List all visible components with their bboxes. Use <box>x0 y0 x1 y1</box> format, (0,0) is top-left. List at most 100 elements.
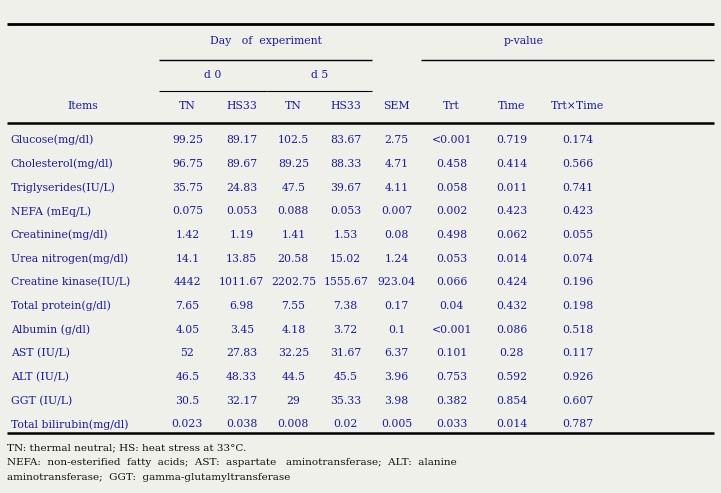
Text: 32.25: 32.25 <box>278 348 309 358</box>
Text: NEFA (mEq/L): NEFA (mEq/L) <box>11 206 91 216</box>
Text: 3.98: 3.98 <box>384 395 409 406</box>
Text: 923.04: 923.04 <box>378 277 415 287</box>
Text: Triglyserides(IU/L): Triglyserides(IU/L) <box>11 182 115 193</box>
Text: 0.038: 0.038 <box>226 419 257 429</box>
Text: 7.55: 7.55 <box>281 301 306 311</box>
Text: 32.17: 32.17 <box>226 395 257 406</box>
Text: NEFA:  non-esterified  fatty  acids;  AST:  aspartate   aminotransferase;  ALT: : NEFA: non-esterified fatty acids; AST: a… <box>7 458 457 467</box>
Text: 52: 52 <box>180 348 195 358</box>
Text: Day   of  experiment: Day of experiment <box>210 36 322 46</box>
Text: Albumin (g/dl): Albumin (g/dl) <box>11 324 90 335</box>
Text: HS33: HS33 <box>330 102 361 111</box>
Text: 0.566: 0.566 <box>562 159 593 169</box>
Text: 13.85: 13.85 <box>226 253 257 264</box>
Text: 0.014: 0.014 <box>496 419 527 429</box>
Text: Total bilirubin(mg/dl): Total bilirubin(mg/dl) <box>11 419 128 429</box>
Text: 0.011: 0.011 <box>496 182 527 193</box>
Text: Creatinine(mg/dl): Creatinine(mg/dl) <box>11 230 108 240</box>
Text: Urea nitrogen(mg/dl): Urea nitrogen(mg/dl) <box>11 253 128 264</box>
Text: 1.42: 1.42 <box>175 230 200 240</box>
Text: 0.053: 0.053 <box>436 253 467 264</box>
Text: 0.1: 0.1 <box>388 324 405 335</box>
Text: 0.04: 0.04 <box>440 301 464 311</box>
Text: Items: Items <box>68 102 98 111</box>
Text: 3.96: 3.96 <box>384 372 409 382</box>
Text: 3.72: 3.72 <box>334 324 358 335</box>
Text: GGT (IU/L): GGT (IU/L) <box>11 395 72 406</box>
Text: 15.02: 15.02 <box>330 253 361 264</box>
Text: 96.75: 96.75 <box>172 159 203 169</box>
Text: 0.008: 0.008 <box>278 419 309 429</box>
Text: 45.5: 45.5 <box>334 372 358 382</box>
Text: 0.719: 0.719 <box>496 135 527 145</box>
Text: 0.607: 0.607 <box>562 395 593 406</box>
Text: 1011.67: 1011.67 <box>219 277 265 287</box>
Text: 0.033: 0.033 <box>436 419 467 429</box>
Text: 0.196: 0.196 <box>562 277 593 287</box>
Text: 0.002: 0.002 <box>436 206 467 216</box>
Text: 0.458: 0.458 <box>436 159 467 169</box>
Text: ALT (IU/L): ALT (IU/L) <box>11 372 68 382</box>
Text: 2.75: 2.75 <box>384 135 409 145</box>
Text: 47.5: 47.5 <box>281 182 306 193</box>
Text: 0.926: 0.926 <box>562 372 593 382</box>
Text: 0.414: 0.414 <box>496 159 527 169</box>
Text: 0.432: 0.432 <box>496 301 527 311</box>
Text: <0.001: <0.001 <box>431 324 472 335</box>
Text: 35.75: 35.75 <box>172 182 203 193</box>
Text: 0.075: 0.075 <box>172 206 203 216</box>
Text: 14.1: 14.1 <box>175 253 200 264</box>
Text: 1.41: 1.41 <box>281 230 306 240</box>
Text: 88.33: 88.33 <box>330 159 361 169</box>
Text: 4442: 4442 <box>174 277 201 287</box>
Text: SEM: SEM <box>384 102 410 111</box>
Text: 0.088: 0.088 <box>278 206 309 216</box>
Text: 0.023: 0.023 <box>172 419 203 429</box>
Text: 0.174: 0.174 <box>562 135 593 145</box>
Text: 1.24: 1.24 <box>384 253 409 264</box>
Text: 0.423: 0.423 <box>562 206 593 216</box>
Text: 0.518: 0.518 <box>562 324 593 335</box>
Text: 0.055: 0.055 <box>562 230 593 240</box>
Text: 24.83: 24.83 <box>226 182 257 193</box>
Text: 3.45: 3.45 <box>230 324 254 335</box>
Text: 29: 29 <box>286 395 301 406</box>
Text: 4.11: 4.11 <box>384 182 409 193</box>
Text: AST (IU/L): AST (IU/L) <box>11 348 70 358</box>
Text: 99.25: 99.25 <box>172 135 203 145</box>
Text: 0.28: 0.28 <box>500 348 524 358</box>
Text: 44.5: 44.5 <box>281 372 306 382</box>
Text: 83.67: 83.67 <box>330 135 361 145</box>
Text: 0.058: 0.058 <box>436 182 467 193</box>
Text: 0.007: 0.007 <box>381 206 412 216</box>
Text: 4.05: 4.05 <box>175 324 200 335</box>
Text: 89.67: 89.67 <box>226 159 257 169</box>
Text: Creatine kinase(IU/L): Creatine kinase(IU/L) <box>11 277 130 287</box>
Text: 0.423: 0.423 <box>496 206 527 216</box>
Text: 1.53: 1.53 <box>334 230 358 240</box>
Text: Cholesterol(mg/dl): Cholesterol(mg/dl) <box>11 159 113 169</box>
Text: 1.19: 1.19 <box>230 230 254 240</box>
Text: 89.25: 89.25 <box>278 159 309 169</box>
Text: 30.5: 30.5 <box>175 395 200 406</box>
Text: 0.592: 0.592 <box>496 372 527 382</box>
Text: 0.424: 0.424 <box>496 277 527 287</box>
Text: 4.71: 4.71 <box>384 159 409 169</box>
Text: 39.67: 39.67 <box>330 182 361 193</box>
Text: HS33: HS33 <box>226 102 257 111</box>
Text: p-value: p-value <box>504 36 544 46</box>
Text: 102.5: 102.5 <box>278 135 309 145</box>
Text: 0.753: 0.753 <box>436 372 467 382</box>
Text: TN: TN <box>285 102 302 111</box>
Text: 0.02: 0.02 <box>334 419 358 429</box>
Text: 35.33: 35.33 <box>330 395 361 406</box>
Text: 0.005: 0.005 <box>381 419 412 429</box>
Text: 0.066: 0.066 <box>436 277 467 287</box>
Text: 46.5: 46.5 <box>175 372 200 382</box>
Text: 6.98: 6.98 <box>230 301 254 311</box>
Text: 0.053: 0.053 <box>226 206 257 216</box>
Text: 7.65: 7.65 <box>175 301 200 311</box>
Text: 0.382: 0.382 <box>436 395 467 406</box>
Text: 0.198: 0.198 <box>562 301 593 311</box>
Text: 0.014: 0.014 <box>496 253 527 264</box>
